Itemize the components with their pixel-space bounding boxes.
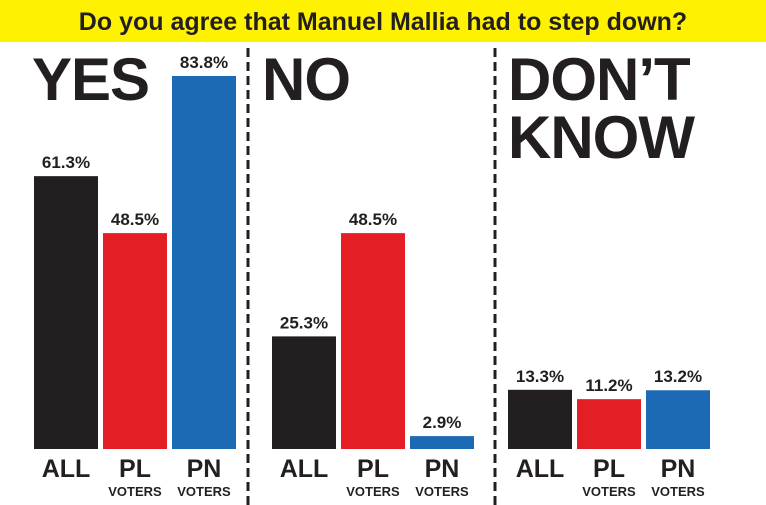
category-sublabel: VOTERS <box>346 484 400 499</box>
category-sublabel: VOTERS <box>582 484 636 499</box>
bar <box>34 176 98 449</box>
category-label: ALL <box>516 455 565 483</box>
category-label: ALL <box>42 455 91 483</box>
value-label: 61.3% <box>42 153 90 172</box>
value-label: 83.8% <box>180 53 228 72</box>
bar <box>172 76 236 449</box>
value-label: 48.5% <box>111 210 159 229</box>
category-label: PL <box>119 455 151 483</box>
bar <box>646 390 710 449</box>
category-sublabel: VOTERS <box>415 484 469 499</box>
category-sublabel: VOTERS <box>177 484 231 499</box>
category-label: PL <box>593 455 625 483</box>
category-sublabel: VOTERS <box>651 484 705 499</box>
category-label: PN <box>187 455 222 483</box>
category-label: PN <box>425 455 460 483</box>
bar <box>410 436 474 449</box>
value-label: 2.9% <box>423 413 462 432</box>
bar <box>103 233 167 449</box>
panel-title: NO <box>262 46 350 113</box>
panel-title: KNOW <box>508 104 695 171</box>
value-label: 13.2% <box>654 367 702 386</box>
category-label: PN <box>661 455 696 483</box>
panel-title: YES <box>32 46 149 113</box>
category-label: PL <box>357 455 389 483</box>
bar <box>341 233 405 449</box>
bar <box>508 389 572 449</box>
category-label: ALL <box>280 455 329 483</box>
value-label: 25.3% <box>280 313 328 332</box>
bar <box>577 399 641 449</box>
value-label: 13.3% <box>516 367 564 386</box>
title-bar <box>0 0 766 42</box>
chart-title: Do you agree that Manuel Mallia had to s… <box>79 8 687 36</box>
category-sublabel: VOTERS <box>108 484 162 499</box>
panel-title: DON’T <box>508 46 690 113</box>
bar <box>272 336 336 449</box>
value-label: 48.5% <box>349 210 397 229</box>
value-label: 11.2% <box>585 376 632 395</box>
